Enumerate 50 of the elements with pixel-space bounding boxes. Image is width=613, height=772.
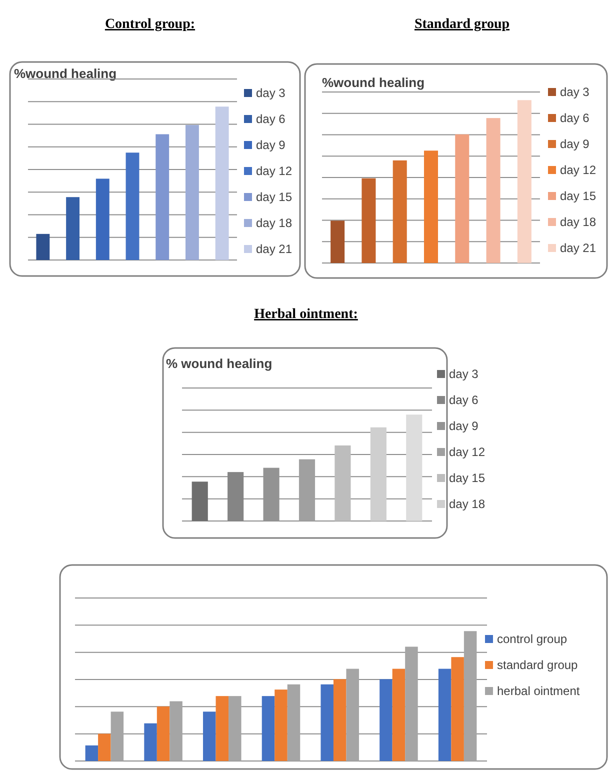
legend-label: day 3 bbox=[449, 367, 479, 381]
bar bbox=[216, 696, 229, 761]
bar bbox=[438, 668, 452, 761]
bar bbox=[110, 712, 124, 761]
bar bbox=[464, 631, 477, 761]
chart-title: Standard group bbox=[414, 17, 510, 32]
bar bbox=[333, 679, 346, 761]
legend-label: day 6 bbox=[560, 111, 590, 125]
chart-subtitle: %wound healing bbox=[14, 66, 117, 81]
chart-subtitle: % wound healing bbox=[166, 356, 272, 371]
legend-label: day 15 bbox=[256, 190, 292, 204]
bar bbox=[228, 696, 242, 761]
bar bbox=[287, 684, 300, 761]
bar bbox=[320, 684, 334, 761]
bar bbox=[346, 668, 359, 761]
bar bbox=[156, 706, 170, 761]
legend-label: day 15 bbox=[449, 471, 486, 485]
bar bbox=[85, 745, 98, 761]
bar bbox=[380, 679, 392, 761]
legend-label: day 9 bbox=[449, 419, 479, 433]
legend-label: day 9 bbox=[560, 137, 590, 151]
legend-label: day 3 bbox=[560, 85, 590, 99]
bar bbox=[262, 696, 275, 761]
bar bbox=[98, 734, 111, 761]
legend-label: day 12 bbox=[256, 164, 292, 178]
legend-label: standard group bbox=[497, 658, 578, 672]
legend-label: day 18 bbox=[256, 216, 292, 230]
legend-label: day 12 bbox=[560, 163, 596, 177]
bar bbox=[170, 701, 182, 761]
legend-label: day 6 bbox=[449, 393, 479, 407]
legend-label: day 18 bbox=[449, 497, 486, 511]
legend-label: herbal ointment bbox=[497, 684, 580, 698]
chart-title: Control group: bbox=[104, 17, 196, 32]
legend-label: day 21 bbox=[560, 241, 596, 255]
bar bbox=[274, 690, 288, 761]
chart-title: Herbal ointment: bbox=[254, 307, 358, 322]
legend-label: day 9 bbox=[256, 138, 286, 152]
legend-label: day 18 bbox=[560, 215, 596, 229]
legend-label: day 6 bbox=[256, 112, 286, 126]
legend-label: control group bbox=[497, 632, 568, 646]
chart-subtitle: %wound healing bbox=[322, 75, 425, 90]
bar bbox=[405, 646, 418, 761]
bar bbox=[451, 657, 464, 761]
bar bbox=[203, 712, 216, 761]
legend-label: day 12 bbox=[449, 445, 486, 459]
legend-label: day 3 bbox=[256, 86, 286, 100]
bar bbox=[144, 723, 157, 761]
legend-label: day 21 bbox=[256, 242, 292, 256]
bar bbox=[392, 668, 406, 761]
legend-label: day 15 bbox=[560, 189, 596, 203]
